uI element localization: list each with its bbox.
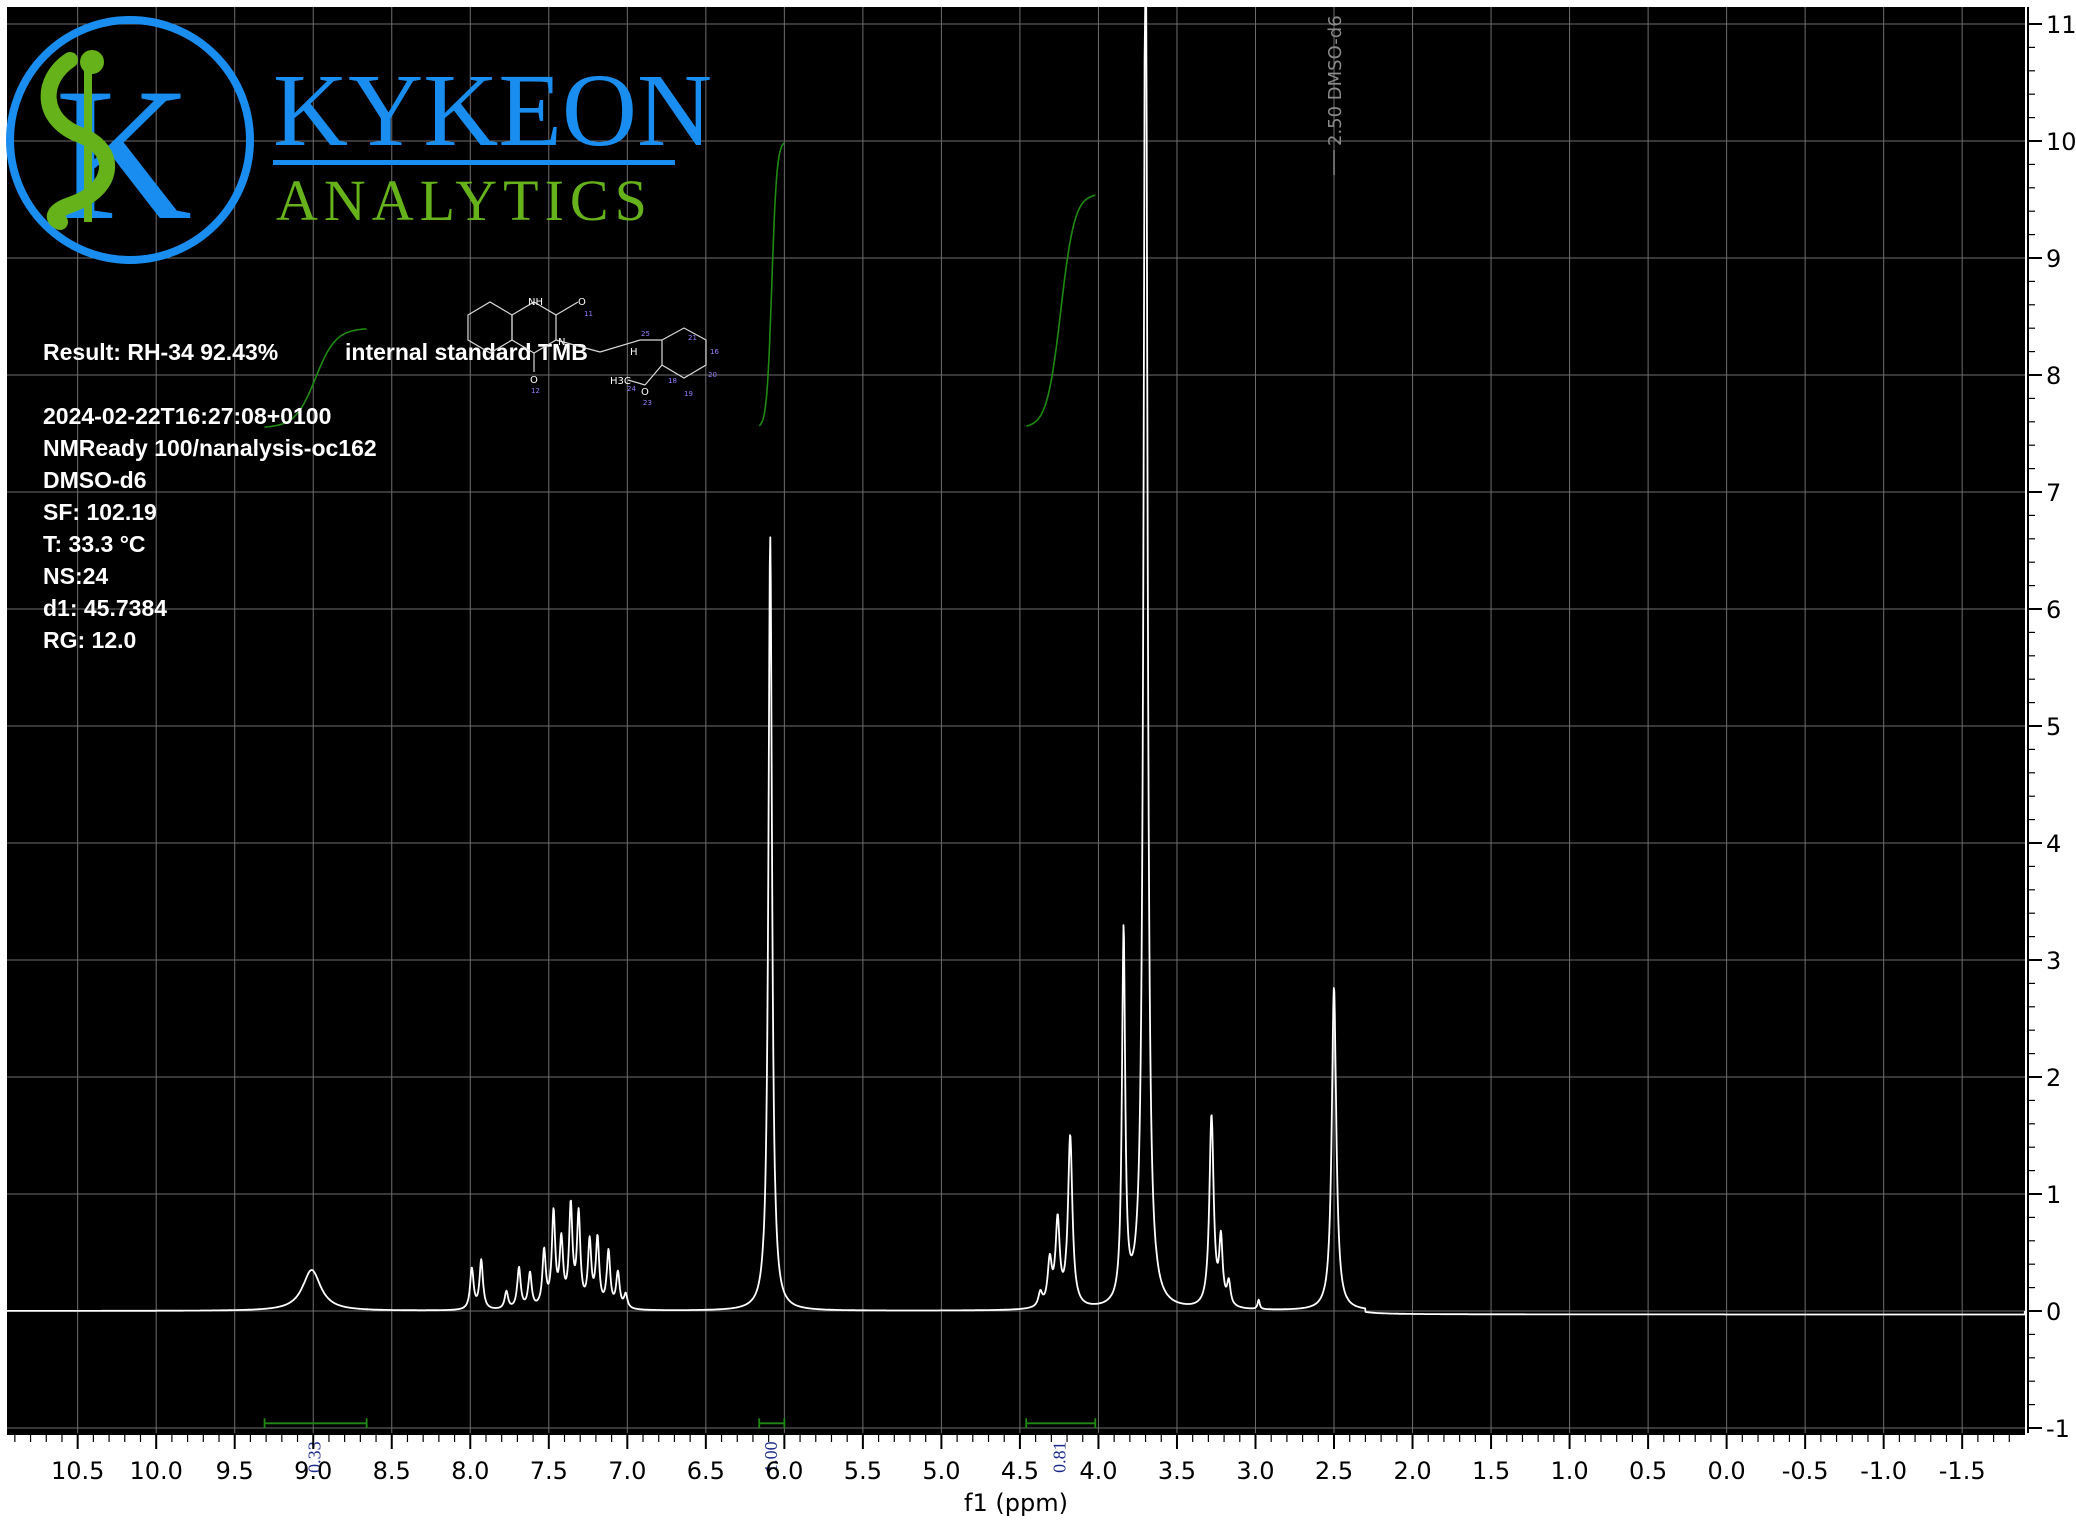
x-tick-label: 10.5 bbox=[51, 1457, 104, 1485]
atom-number: 20 bbox=[708, 371, 717, 379]
atom-nh: NH bbox=[528, 297, 543, 308]
atom-o-methoxy: O bbox=[641, 387, 649, 398]
acquisition-info: Result: RH-34 92.43% internal standard T… bbox=[43, 339, 588, 653]
axes: 10.5 10.0 9.5 9.0 8.5 8.0 7.5 7.0 6.5 6.0 5.5 5.0 4.… bbox=[7, 7, 2076, 1485]
integral-curve bbox=[1026, 194, 1096, 427]
atom-number: 24 bbox=[627, 385, 636, 393]
relaxation-delay: d1: 45.7384 bbox=[43, 595, 167, 621]
chain-bond-2 bbox=[599, 339, 641, 353]
methoxy-bond bbox=[644, 364, 663, 386]
atom-number: 16 bbox=[710, 348, 719, 356]
kykeon-logo: K KYKEON ANALYTICS bbox=[6, 16, 712, 264]
y-tick-label: -1 bbox=[2046, 1415, 2070, 1443]
atom-number: 19 bbox=[684, 390, 693, 398]
x-tick-label: 5.5 bbox=[844, 1457, 882, 1485]
x-tick-label: 3.0 bbox=[1236, 1457, 1274, 1485]
x-tick-label: 9.5 bbox=[216, 1457, 254, 1485]
atom-number: 12 bbox=[531, 387, 540, 395]
x-tick-label: 10.0 bbox=[129, 1457, 182, 1485]
y-tick-label: 3 bbox=[2046, 947, 2061, 975]
x-tick-label: 7.5 bbox=[530, 1457, 568, 1485]
carbonyl-bond-top bbox=[555, 301, 579, 316]
y-tick-label: 10 bbox=[2046, 128, 2076, 156]
x-tick-label: -1.5 bbox=[1939, 1457, 1986, 1485]
integral-curve bbox=[264, 328, 367, 428]
x-tick-label: 8.5 bbox=[373, 1457, 411, 1485]
y-tick-label: 7 bbox=[2046, 479, 2061, 507]
grid bbox=[7, 7, 2025, 1433]
atom-o-top: O bbox=[578, 297, 586, 308]
x-tick-label: 2.0 bbox=[1393, 1457, 1431, 1485]
x-tick-label: 4.5 bbox=[1001, 1457, 1039, 1485]
integral-value-label: 0.81 bbox=[1050, 1441, 1070, 1473]
x-tick-label: 8.0 bbox=[451, 1457, 489, 1485]
n-chain-bond bbox=[555, 339, 601, 353]
x-tick-label: 3.5 bbox=[1158, 1457, 1196, 1485]
y-tick-label: 6 bbox=[2046, 596, 2061, 624]
y-tick-label: 5 bbox=[2046, 713, 2061, 741]
atom-o-bottom: O bbox=[530, 375, 538, 386]
spectrum-line bbox=[6, 6, 2026, 1316]
peak-label-text: 2.50 DMSO-d6 bbox=[1325, 15, 1346, 146]
atom-number: 11 bbox=[584, 310, 593, 318]
x-tick-label: 7.0 bbox=[608, 1457, 646, 1485]
x-tick-label: 0.0 bbox=[1708, 1457, 1746, 1485]
x-axis-label: f1 (ppm) bbox=[964, 1489, 1068, 1517]
atom-h: H bbox=[630, 347, 638, 358]
temperature: T: 33.3 °C bbox=[43, 531, 146, 557]
x-tick-label: 1.5 bbox=[1472, 1457, 1510, 1485]
plot-background bbox=[7, 7, 2025, 1433]
instrument: NMReady 100/nanalysis-oc162 bbox=[43, 435, 377, 461]
y-tick-label: 11 bbox=[2046, 11, 2076, 39]
standard-label: internal standard TMB bbox=[345, 339, 588, 365]
methyl-bond bbox=[627, 379, 646, 386]
logo-brand-top: KYKEON bbox=[273, 53, 712, 168]
molecule-structure bbox=[467, 301, 707, 386]
x-tick-label: 6.0 bbox=[765, 1457, 803, 1485]
logo-brand-bottom: ANALYTICS bbox=[276, 168, 653, 233]
y-tick-label: 0 bbox=[2046, 1298, 2061, 1326]
y-tick-label: 2 bbox=[2046, 1064, 2061, 1092]
x-tick-label: -1.0 bbox=[1860, 1457, 1907, 1485]
spectrometer-frequency: SF: 102.19 bbox=[43, 499, 157, 525]
molecule-labels: NH O N O H H3C O 11 12 23 24 25 18 19 20… bbox=[528, 297, 719, 407]
y-tick-label: 9 bbox=[2046, 245, 2061, 273]
logo-underline bbox=[273, 160, 675, 165]
x-tick-label: 5.0 bbox=[922, 1457, 960, 1485]
logo-ring bbox=[6, 16, 254, 264]
x-tick-label: 2.5 bbox=[1315, 1457, 1353, 1485]
result-label: Result: RH-34 92.43% bbox=[43, 339, 278, 365]
atom-number: 18 bbox=[668, 377, 677, 385]
y-tick-label: 1 bbox=[2046, 1181, 2061, 1209]
x-tick-label: 6.5 bbox=[687, 1457, 725, 1485]
logo-snake-head bbox=[80, 50, 104, 74]
x-tick-label: 1.0 bbox=[1550, 1457, 1588, 1485]
logo-snake-icon bbox=[40, 52, 115, 230]
x-tick-label: 0.5 bbox=[1629, 1457, 1667, 1485]
solvent: DMSO-d6 bbox=[43, 467, 147, 493]
receiver-gain: RG: 12.0 bbox=[43, 627, 136, 653]
peak-labels: 2.50 DMSO-d6 bbox=[1325, 15, 1346, 175]
atom-number: 25 bbox=[641, 330, 650, 338]
atom-methyl: H3C bbox=[610, 376, 631, 387]
integral-curve bbox=[758, 142, 785, 427]
timestamp: 2024-02-22T16:27:08+0100 bbox=[43, 403, 331, 429]
y-tick-label: 8 bbox=[2046, 362, 2061, 390]
x-tick-label: 4.0 bbox=[1079, 1457, 1117, 1485]
atom-n: N bbox=[558, 337, 565, 348]
integrals: 0.33 1.00 0.81 bbox=[263, 142, 1097, 1473]
atom-number: 23 bbox=[643, 399, 652, 407]
y-tick-label: 4 bbox=[2046, 830, 2061, 858]
x-tick-label: -0.5 bbox=[1782, 1457, 1829, 1485]
logo-letter-k: K bbox=[55, 50, 192, 260]
atom-number: 21 bbox=[688, 334, 697, 342]
number-of-scans: NS:24 bbox=[43, 563, 108, 589]
x-tick-label: 9.0 bbox=[294, 1457, 332, 1485]
integral-value-label: 0.33 bbox=[305, 1441, 325, 1473]
integral-value-label: 1.00 bbox=[761, 1441, 781, 1473]
